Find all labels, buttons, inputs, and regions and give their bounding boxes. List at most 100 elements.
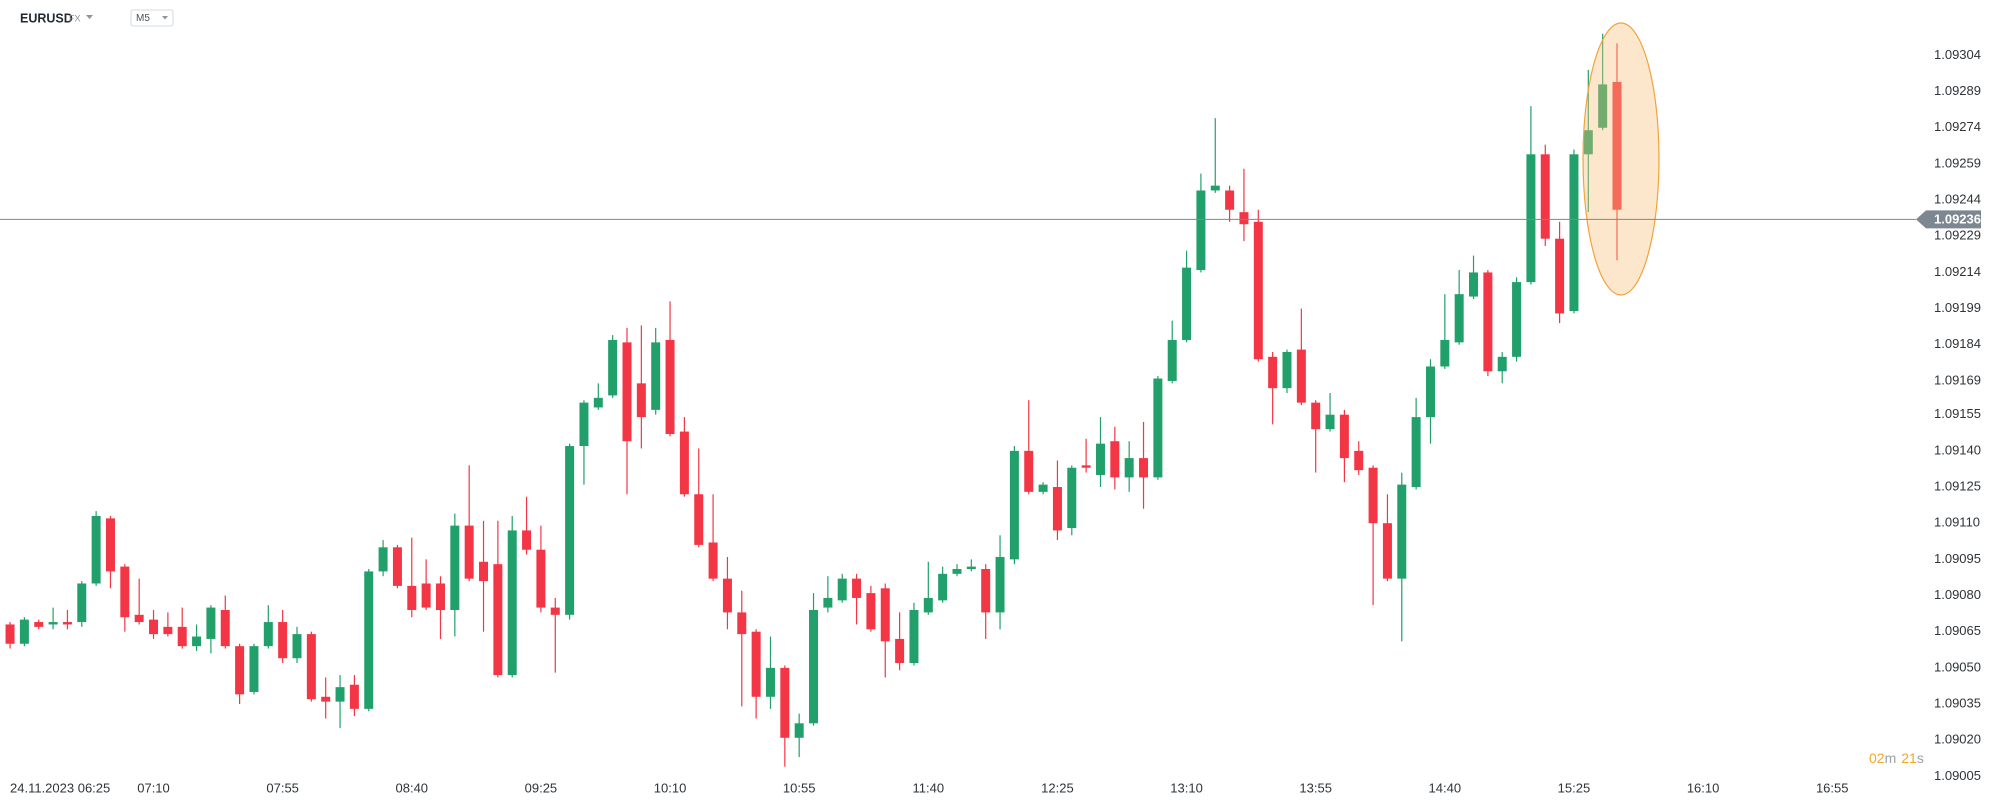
y-tick-label: 1.09289 <box>1934 83 1981 98</box>
candle-body <box>292 634 302 659</box>
x-tick-label: 07:55 <box>266 780 299 795</box>
candle-body <box>249 646 259 692</box>
candle-body <box>421 583 431 608</box>
y-tick-label: 1.09155 <box>1934 406 1981 421</box>
candle-body <box>120 566 130 618</box>
candle-body <box>636 383 646 418</box>
candle-body <box>1569 154 1579 312</box>
candle-body <box>1497 356 1507 372</box>
candle-body <box>837 578 847 601</box>
candle-body <box>1067 467 1077 529</box>
candle-body <box>192 636 202 647</box>
candle-body <box>952 569 962 574</box>
candle-body <box>435 583 445 610</box>
highlight-ellipse <box>1582 22 1660 296</box>
candle-body <box>522 530 532 550</box>
x-tick-label: 15:25 <box>1558 780 1591 795</box>
candle-body <box>263 622 273 647</box>
candle-body <box>1598 84 1608 128</box>
x-tick-label: 10:10 <box>654 780 687 795</box>
candle-body <box>579 402 589 447</box>
candle-body <box>464 525 474 579</box>
candle-body <box>149 619 159 635</box>
y-tick-label: 1.09110 <box>1934 515 1980 530</box>
x-tick-label: 08:40 <box>396 780 429 795</box>
candle-body <box>1339 414 1349 459</box>
candle-body <box>780 667 790 738</box>
candle-body <box>235 646 245 695</box>
candle-body <box>450 525 460 610</box>
y-tick-label: 1.09140 <box>1934 442 1981 457</box>
candle-body <box>765 667 775 697</box>
candle-body <box>608 339 618 396</box>
candle-body <box>5 624 15 644</box>
candle-body <box>651 342 661 410</box>
x-tick-label: 09:25 <box>525 780 558 795</box>
countdown-seconds: 21 <box>1901 750 1917 766</box>
candle-body <box>1483 272 1493 372</box>
candle-body <box>923 597 933 613</box>
axes: 1.09304 1.09289 1.09274 1.09259 1.09244 1.092… <box>0 47 1981 795</box>
candle-body <box>938 573 948 601</box>
x-tick-label: 16:55 <box>1816 780 1849 795</box>
candle-body <box>91 515 101 584</box>
candle-body <box>1282 352 1292 389</box>
candle-body <box>880 588 890 642</box>
candle-body <box>206 607 216 639</box>
candle-body <box>1397 484 1407 579</box>
candle-body <box>48 622 58 625</box>
timeframe[interactable]: M5 <box>136 13 150 24</box>
candle-body <box>1167 339 1177 381</box>
symbol[interactable]: EURUSD <box>20 11 73 25</box>
y-tick-label: 1.09184 <box>1934 336 1981 351</box>
candle-body <box>1526 154 1536 283</box>
candle-body <box>622 342 632 442</box>
candle-body <box>378 547 388 572</box>
candle-body <box>1612 81 1622 210</box>
candle-body <box>1296 349 1306 403</box>
candle-body <box>1009 450 1019 560</box>
countdown-minutes: 02 <box>1869 750 1885 766</box>
candle-body <box>62 622 72 625</box>
candle-body <box>220 609 230 647</box>
candle-body <box>1540 154 1550 239</box>
x-tick-label: 11:40 <box>913 780 945 795</box>
y-tick-label: 1.09035 <box>1934 695 1981 710</box>
candle-body <box>737 612 747 635</box>
candle-body <box>694 494 704 545</box>
toolbar: EURUSD FX M5 <box>20 9 174 27</box>
candle-body <box>679 431 689 495</box>
candle-body <box>1124 458 1134 478</box>
x-tick-label: 10:55 <box>783 780 816 795</box>
x-tick-label: 13:10 <box>1170 780 1203 795</box>
candle-body <box>507 530 517 676</box>
y-tick-label: 1.09169 <box>1934 372 1981 387</box>
candle-body <box>852 578 862 598</box>
x-tick-label: 13:55 <box>1299 780 1332 795</box>
candle-body <box>1052 487 1062 531</box>
candle-body <box>550 607 560 615</box>
candle-body <box>722 578 732 613</box>
candle-body <box>392 547 402 586</box>
countdown-s: s <box>1917 750 1924 766</box>
timeframe-dropdown[interactable] <box>162 16 168 20</box>
candle-body <box>536 549 546 608</box>
y-tick-label: 1.09080 <box>1934 587 1981 602</box>
candle-body <box>105 518 115 572</box>
candle-body <box>665 339 675 434</box>
candle-body <box>1325 414 1335 430</box>
candle-body <box>364 571 374 709</box>
y-tick-label: 1.09214 <box>1934 264 1981 279</box>
candle-body <box>1024 450 1034 492</box>
candle-body <box>278 622 288 659</box>
candle-body <box>1038 484 1048 492</box>
candle-body <box>1139 458 1149 478</box>
candle-body <box>1555 238 1565 314</box>
candle-body <box>1411 417 1421 488</box>
timeframe-select[interactable] <box>130 9 174 27</box>
symbol-dropdown[interactable] <box>86 15 93 19</box>
y-tick-label: 1.09274 <box>1934 119 1981 134</box>
candle-body <box>407 585 417 610</box>
candle-body <box>349 684 359 709</box>
